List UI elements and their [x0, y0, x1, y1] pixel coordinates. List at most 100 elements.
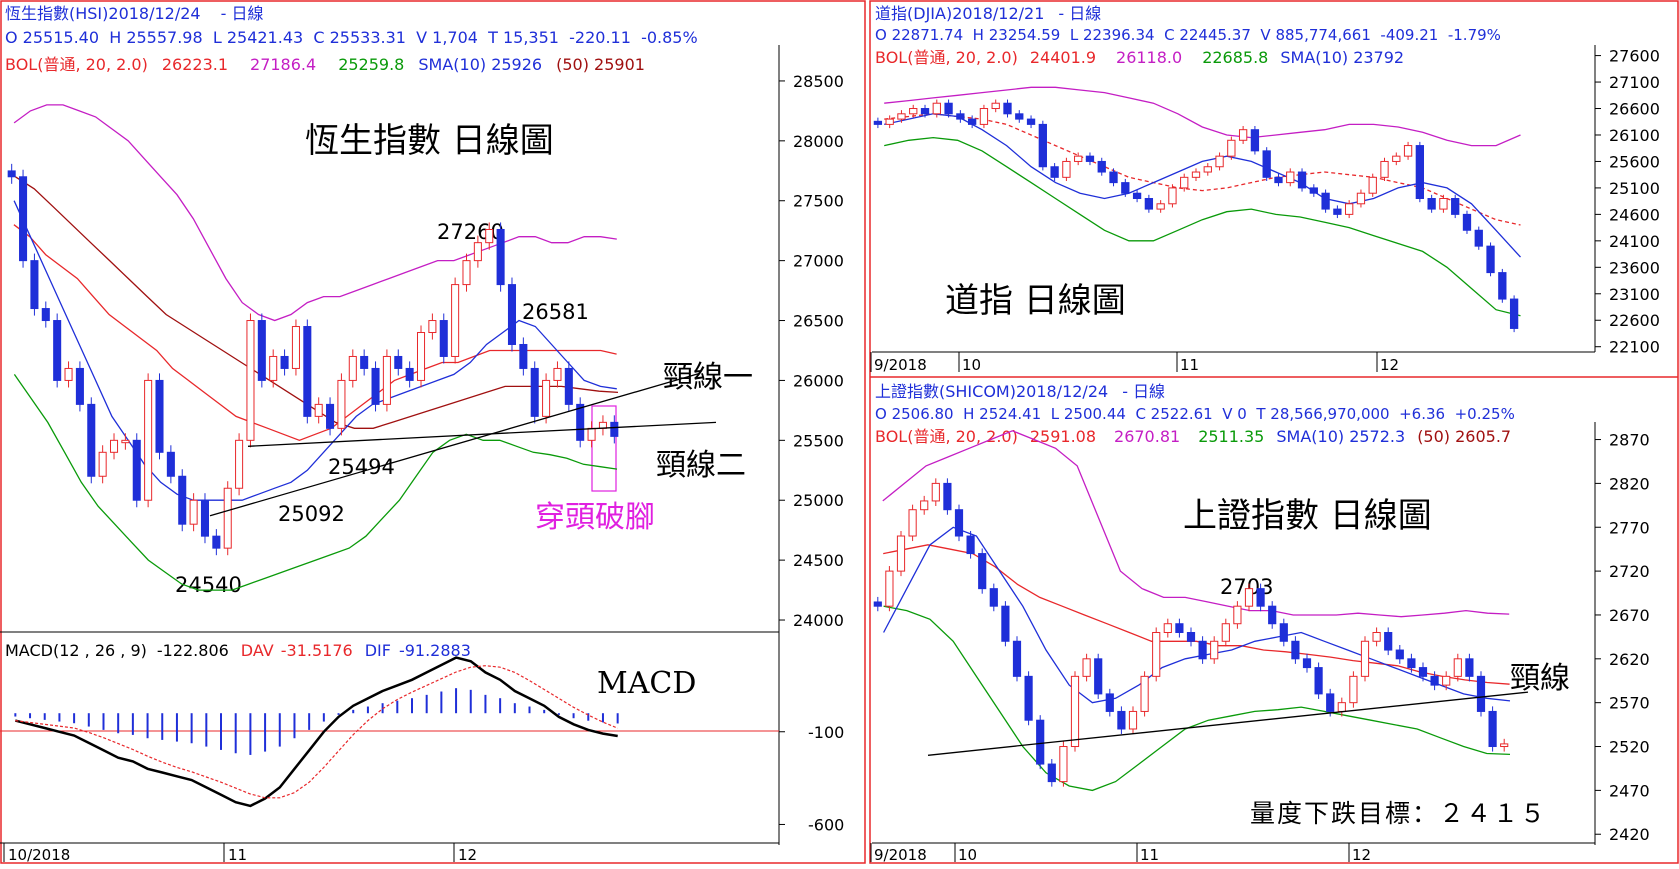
sse-candle-body: [1302, 658, 1312, 669]
djia-candle-body: [897, 113, 906, 120]
djia-bol-label: BOL(普通, 20, 2.0): [875, 48, 1018, 67]
sse-x-label: 10: [958, 846, 977, 864]
sse-candle-body: [1418, 667, 1428, 677]
sse-candle-body: [1210, 640, 1219, 660]
djia-candle-body: [1168, 187, 1177, 205]
hsi-candle-body: [416, 332, 426, 381]
djia-candle-body: [1203, 166, 1212, 173]
sse-candle-body: [1314, 667, 1323, 695]
sse-candle-body: [1070, 675, 1080, 748]
sse-candle-body: [1117, 710, 1126, 730]
hsi-candle-body: [451, 284, 460, 357]
hsi-candle-body: [246, 320, 255, 441]
hsi-candle-body: [530, 367, 539, 417]
djia-candle-body: [1380, 160, 1389, 178]
hsi-candle-body: [109, 439, 119, 453]
sse-candle-body: [1001, 605, 1010, 642]
hsi-x-label: 11: [228, 846, 247, 864]
sse-bol-upper: 2670.81: [1114, 427, 1180, 446]
hsi-candle-body: [75, 367, 84, 405]
hsi-candle-body: [371, 367, 380, 405]
hsi-tick-label: 26500: [793, 312, 844, 331]
djia-tick-label: 25100: [1609, 179, 1660, 198]
sse-candle-body: [1395, 649, 1404, 660]
hsi-neckline-2: [247, 421, 717, 447]
hsi-tick-label: 25000: [793, 491, 844, 510]
hsi-candle-body: [507, 284, 517, 345]
hsi-candle-body: [155, 379, 164, 453]
djia-tick-label: 22100: [1609, 338, 1660, 357]
sse-tick-label: 2420: [1609, 825, 1650, 844]
sse-tick-label: 2720: [1609, 562, 1650, 581]
hsi-candle-body: [553, 367, 562, 381]
hsi-candle-body: [291, 326, 300, 369]
hsi-bollinger-upper: [13, 104, 617, 322]
djia-tick-label: 26100: [1609, 126, 1660, 145]
sse-candle-body: [1163, 623, 1172, 634]
sse-candle-body: [1476, 675, 1486, 712]
djia-candle-body: [1368, 176, 1377, 194]
sse-candle-body: [1140, 675, 1149, 712]
djia-candle-body: [1321, 192, 1330, 210]
hsi-tick-label: 27000: [793, 252, 844, 271]
djia-candle-body: [1274, 176, 1283, 184]
hsi-candle-body: [121, 439, 130, 444]
djia-bollinger-upper: [884, 86, 1521, 147]
sse-candle-body: [1488, 710, 1497, 748]
hsi-bol-label: BOL(普通, 20, 2.0): [5, 55, 148, 74]
djia-bol-mid: 24401.9: [1030, 48, 1096, 67]
sse-tick-label: 2820: [1609, 474, 1650, 493]
hsi-tick-label: 25500: [793, 431, 844, 450]
hsi-candle-body: [280, 355, 289, 369]
hsi-bol-mid: 26223.1: [162, 55, 228, 74]
djia-candle-body: [1392, 155, 1401, 162]
hsi-candle-body: [462, 260, 471, 286]
hsi-candle-body: [235, 439, 244, 489]
sse-candle-body: [1186, 632, 1196, 642]
hsi-candle-body: [519, 343, 528, 369]
sse-candle-body: [931, 482, 940, 502]
sse-header-period: - 日線: [1122, 382, 1165, 401]
sse-tick-label: 2620: [1609, 650, 1650, 669]
hsi-candle-body: [564, 367, 573, 405]
sse-candle-body: [943, 482, 952, 511]
djia-candle-body: [1062, 160, 1071, 178]
hsi-tick-label: 27500: [793, 192, 844, 211]
hsi-tick-label: 28000: [793, 132, 844, 151]
djia-sma10: SMA(10) 23792: [1280, 48, 1404, 67]
sse-candle-body: [1012, 640, 1022, 677]
sse-bollinger-mid: [883, 544, 1510, 685]
hsi-candle-body: [19, 176, 28, 262]
djia-candle-body: [1498, 272, 1507, 300]
sse-candle-body: [1221, 623, 1230, 642]
djia-candle-body: [967, 118, 977, 125]
djia-candle-body: [1144, 198, 1154, 210]
hsi-header-ohlc: O 25515.40 H 25557.98 L 25421.43 C 25533…: [5, 28, 698, 47]
sse-neckline: [927, 691, 1529, 756]
djia-candle-body: [1238, 129, 1248, 141]
sse-header-ohlc: O 2506.80 H 2524.41 L 2500.44 C 2522.61 …: [875, 405, 1515, 423]
sse-sma10: [883, 526, 1511, 704]
sse-target-label: 量度下跌目標：２４１５: [1250, 799, 1547, 828]
sse-bol-mid: 2591.08: [1030, 427, 1096, 446]
djia-tick-label: 25600: [1609, 152, 1660, 171]
hsi-candle-body: [257, 320, 266, 381]
djia-candle-body: [1191, 171, 1201, 178]
djia-candle-body: [1109, 171, 1118, 184]
sse-sma10: SMA(10) 2572.3: [1276, 427, 1405, 446]
hsi-neckline-2-label: 頸線二: [656, 448, 746, 483]
macd-dav-label: DAV: [241, 641, 274, 660]
djia-candle-body: [1345, 203, 1354, 215]
djia-candle-body: [1486, 245, 1495, 274]
djia-x-label: 10: [962, 356, 981, 374]
right-panel-frame: [869, 0, 1679, 864]
hsi-tick-label: 24000: [793, 611, 844, 630]
hsi-tick-label: 24500: [793, 551, 844, 570]
djia-title: 道指 日線圖: [945, 281, 1126, 321]
macd-value: -122.806: [157, 641, 229, 660]
djia-candle-body: [1215, 155, 1224, 168]
djia-candle-body: [1462, 213, 1472, 231]
sse-candle-body: [1175, 623, 1184, 634]
svg-text:上證指數(SHICOM)2018/12/24- 日線: 上證指數(SHICOM)2018/12/24 - 日線: [875, 382, 1165, 401]
